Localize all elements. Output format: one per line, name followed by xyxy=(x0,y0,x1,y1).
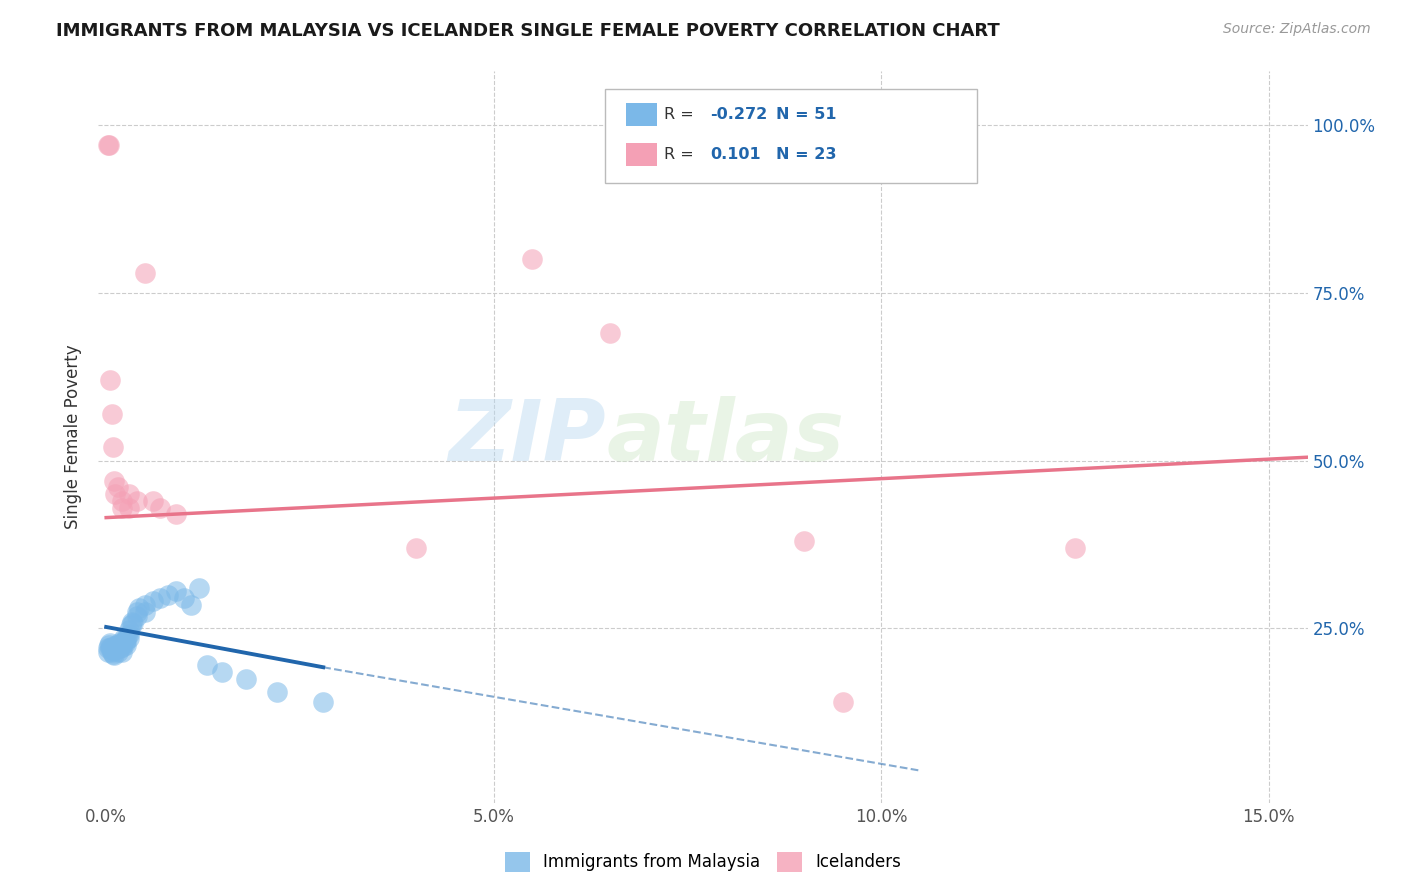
Point xyxy=(118,626,141,640)
Point xyxy=(107,645,129,659)
Y-axis label: Single Female Poverty: Single Female Poverty xyxy=(65,345,83,529)
Text: -0.272: -0.272 xyxy=(710,107,768,121)
Point xyxy=(266,685,288,699)
Point xyxy=(180,598,202,612)
Point xyxy=(98,638,121,652)
Point xyxy=(405,541,427,555)
Point xyxy=(118,623,141,637)
Point xyxy=(111,493,134,508)
Text: Source: ZipAtlas.com: Source: ZipAtlas.com xyxy=(1223,22,1371,37)
Point xyxy=(114,636,136,650)
Point xyxy=(1064,541,1087,555)
Point xyxy=(831,695,853,709)
Point xyxy=(104,487,127,501)
Point xyxy=(98,138,121,153)
Point xyxy=(108,638,131,652)
Point xyxy=(115,633,138,648)
Point xyxy=(165,584,187,599)
Point xyxy=(101,440,124,454)
Point xyxy=(97,645,120,659)
Point xyxy=(142,594,165,608)
Point xyxy=(98,373,121,387)
Point xyxy=(104,641,127,656)
Point xyxy=(98,641,121,656)
Point xyxy=(103,648,125,662)
Point xyxy=(101,647,124,661)
Point xyxy=(112,632,135,646)
Point xyxy=(118,632,141,646)
Point xyxy=(118,487,141,501)
Point xyxy=(149,591,172,606)
Point xyxy=(134,605,156,619)
Point xyxy=(111,500,134,515)
Point xyxy=(127,605,149,619)
Point xyxy=(97,138,120,153)
Point xyxy=(312,695,335,709)
Point xyxy=(142,493,165,508)
Point xyxy=(127,609,149,624)
Point xyxy=(107,636,129,650)
Point xyxy=(157,588,180,602)
Legend: Immigrants from Malaysia, Icelanders: Immigrants from Malaysia, Icelanders xyxy=(498,845,908,879)
Point xyxy=(111,640,134,654)
Point xyxy=(127,493,149,508)
Text: 0.101: 0.101 xyxy=(710,147,761,161)
Text: ZIP: ZIP xyxy=(449,395,606,479)
Point xyxy=(107,480,129,494)
Point xyxy=(105,638,128,652)
Point xyxy=(188,581,211,595)
Point xyxy=(173,591,195,606)
Point xyxy=(121,615,143,629)
Point xyxy=(211,665,233,679)
Point xyxy=(118,500,141,515)
Point xyxy=(195,658,218,673)
Point xyxy=(97,641,120,656)
Text: R =: R = xyxy=(664,147,703,161)
Point xyxy=(599,326,621,340)
Point xyxy=(120,618,142,632)
Point xyxy=(115,629,138,643)
Text: N = 51: N = 51 xyxy=(776,107,837,121)
Point xyxy=(105,640,128,654)
Point xyxy=(111,645,134,659)
Point xyxy=(522,252,544,267)
Point xyxy=(100,407,122,421)
Point xyxy=(108,641,131,656)
Point xyxy=(165,508,187,522)
Point xyxy=(98,636,121,650)
Point xyxy=(793,534,815,549)
Text: N = 23: N = 23 xyxy=(776,147,837,161)
Text: IMMIGRANTS FROM MALAYSIA VS ICELANDER SINGLE FEMALE POVERTY CORRELATION CHART: IMMIGRANTS FROM MALAYSIA VS ICELANDER SI… xyxy=(56,22,1000,40)
Point xyxy=(128,601,150,615)
Point xyxy=(101,645,124,659)
Point xyxy=(122,615,145,630)
Point xyxy=(114,638,136,652)
Point xyxy=(107,640,129,654)
Point xyxy=(134,266,156,280)
Point xyxy=(134,598,156,612)
Point xyxy=(103,642,125,657)
Text: R =: R = xyxy=(664,107,699,121)
Point xyxy=(103,474,125,488)
Point xyxy=(235,672,257,686)
Point xyxy=(111,636,134,650)
Point xyxy=(149,500,172,515)
Point xyxy=(100,640,122,654)
Point xyxy=(112,634,135,648)
Text: atlas: atlas xyxy=(606,395,845,479)
Point xyxy=(100,642,122,657)
